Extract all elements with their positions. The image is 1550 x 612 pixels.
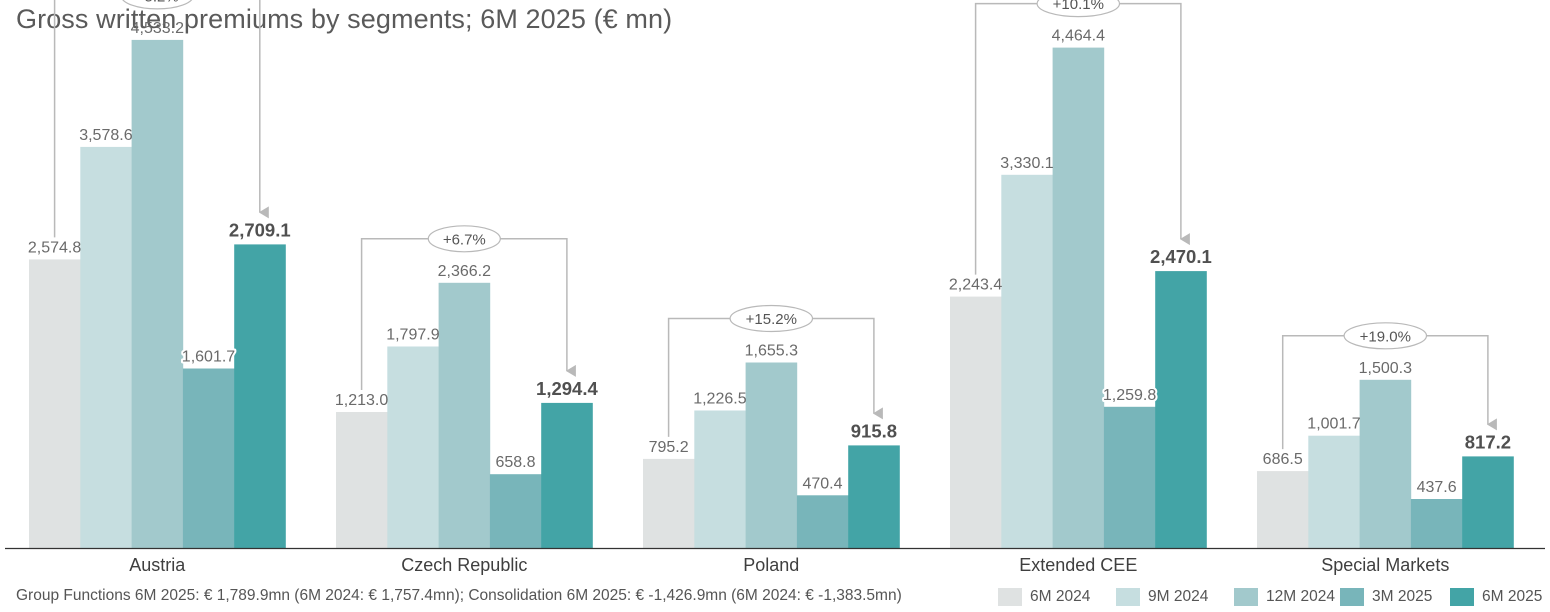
bar	[438, 282, 491, 548]
bar	[80, 146, 132, 548]
bar	[1308, 435, 1360, 548]
bar	[694, 410, 746, 548]
bar	[1103, 406, 1156, 548]
x-tick-label: Czech Republic	[401, 555, 527, 575]
data-label: 1,259.8	[1103, 387, 1156, 404]
growth-label: +10.1%	[1053, 0, 1104, 13]
growth-badge	[427, 225, 501, 253]
bar	[848, 445, 900, 548]
bar	[541, 402, 593, 548]
bar	[796, 495, 849, 548]
data-label: 2,470.1	[1150, 246, 1212, 267]
legend-swatch	[998, 588, 1022, 606]
footnote: Group Functions 6M 2025: € 1,789.9mn (6M…	[16, 587, 902, 604]
growth-label: +15.2%	[746, 311, 797, 328]
data-label: 4,533.2	[131, 20, 184, 37]
bar	[1462, 456, 1514, 548]
data-label: 1,655.3	[745, 343, 798, 360]
data-label: 1,213.0	[335, 392, 388, 409]
bar	[182, 368, 235, 548]
data-label: 437.6	[1417, 479, 1457, 496]
bar	[643, 458, 695, 548]
data-label: 1,226.5	[693, 391, 746, 408]
bar	[131, 39, 184, 549]
chart-title: Gross written premiums by segments; 6M 2…	[16, 4, 673, 34]
bar	[1359, 379, 1412, 548]
bar	[745, 362, 798, 548]
bar	[29, 259, 81, 548]
bar	[387, 346, 439, 548]
data-label: 817.2	[1465, 431, 1511, 452]
growth-badge	[729, 304, 814, 333]
data-label: 795.2	[649, 439, 689, 456]
x-tick-label: Austria	[129, 555, 186, 575]
legend-swatch	[1340, 588, 1364, 606]
data-label: 1,500.3	[1359, 360, 1412, 377]
growth-badge	[122, 0, 193, 10]
legend-item: 6M 2025	[1450, 587, 1542, 607]
growth-label: +19.0%	[1360, 328, 1411, 345]
legend-label: 6M 2025	[1482, 588, 1543, 605]
x-tick-label: Poland	[743, 555, 799, 575]
data-label: 1,001.7	[1307, 416, 1360, 433]
data-label: 2,243.4	[949, 277, 1002, 294]
legend-label: 6M 2024	[1030, 588, 1091, 605]
growth-badge	[1343, 322, 1428, 350]
data-label: 686.5	[1263, 451, 1303, 468]
legend-label: 9M 2024	[1148, 588, 1209, 605]
data-label: 1,294.4	[536, 378, 598, 399]
footer: Group Functions 6M 2025: € 1,789.9mn (6M…	[16, 587, 1550, 607]
growth-label: +5.2%	[136, 0, 179, 5]
x-tick-label: Extended CEE	[1019, 555, 1137, 575]
data-label: 1,797.9	[386, 327, 439, 344]
legend-label: 3M 2025	[1372, 588, 1433, 605]
growth-bracket	[53, 0, 269, 238]
legend-item: 6M 2024	[998, 587, 1090, 607]
data-label: 2,366.2	[438, 263, 491, 280]
data-label: 915.8	[851, 420, 897, 441]
bar	[1410, 499, 1463, 548]
bar-chart: 2,574.8 3,578.6 4,533.2 1,601.7 2,709.1 1,213…	[5, 0, 1545, 575]
legend-swatch	[1450, 588, 1474, 606]
data-label: 658.8	[495, 454, 535, 471]
bar	[234, 244, 286, 548]
bar	[1155, 271, 1207, 548]
bar	[950, 296, 1002, 548]
legend-item: 3M 2025	[1340, 587, 1432, 607]
legend-item: 12M 2024	[1234, 587, 1335, 607]
bar	[489, 474, 542, 548]
legend-item: 9M 2024	[1116, 587, 1208, 607]
legend-swatch	[1234, 588, 1258, 606]
bar	[1257, 471, 1309, 548]
legend-label: 12M 2024	[1266, 588, 1335, 605]
data-label: 3,578.6	[79, 127, 132, 144]
growth-label: +6.7%	[443, 231, 486, 248]
data-label: 4,464.4	[1052, 28, 1105, 45]
bar	[1001, 174, 1053, 549]
bar	[1052, 47, 1105, 548]
data-label: 470.4	[802, 475, 842, 492]
data-label: 3,330.1	[1000, 155, 1053, 172]
bar	[336, 412, 388, 548]
x-tick-label: Special Markets	[1321, 555, 1449, 575]
data-label: 1,601.7	[182, 349, 235, 366]
data-label: 2,709.1	[229, 219, 291, 240]
legend-swatch	[1116, 588, 1140, 606]
data-label: 2,574.8	[28, 239, 81, 256]
